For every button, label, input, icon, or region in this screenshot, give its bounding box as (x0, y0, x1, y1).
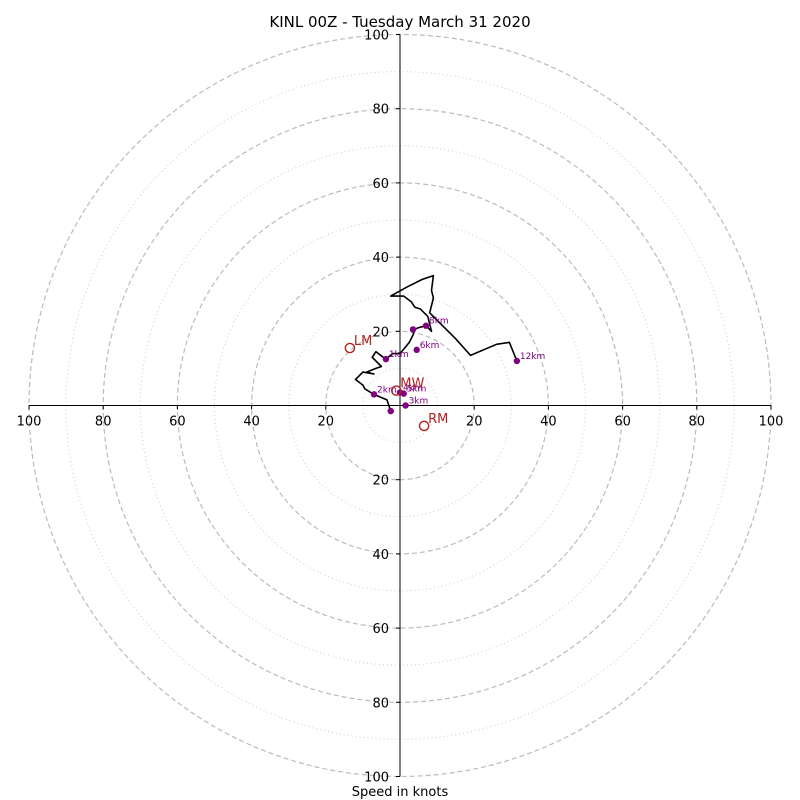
y-tick-label: 100 (364, 771, 389, 786)
height-label: 5km (407, 385, 427, 395)
chart-title: KINL 00Z - Tuesday March 31 2020 (269, 13, 530, 31)
x-tick-label: 100 (759, 415, 784, 430)
storm-motion-label: RM (428, 412, 448, 427)
x-axis-label: Speed in knots (352, 785, 449, 800)
x-tick-label: 80 (95, 415, 112, 430)
height-label: 8km (429, 317, 449, 327)
height-marker (402, 402, 409, 409)
x-tick-label: 100 (17, 415, 42, 430)
x-tick-label: 20 (466, 415, 483, 430)
x-tick-label: 40 (243, 415, 260, 430)
height-marker (513, 357, 521, 365)
y-tick-label: 40 (372, 251, 389, 266)
height-marker (382, 355, 390, 363)
storm-motion-label: LM (354, 334, 372, 349)
storm-motion-marker (390, 385, 402, 396)
storm-motion-marker (418, 420, 430, 432)
height-label: 4km (403, 384, 423, 394)
x-tick-label: 60 (169, 415, 186, 430)
height-label: 12km (520, 352, 545, 362)
height-label: 3km (409, 397, 429, 407)
x-tick-label: 80 (689, 415, 706, 430)
y-tick-label: 80 (372, 696, 389, 711)
y-tick-label: 60 (372, 622, 389, 637)
hodograph-trace (354, 274, 518, 412)
y-tick-label: 80 (372, 103, 389, 118)
height-label: 2km (377, 385, 397, 395)
height-label: 6km (420, 341, 440, 351)
height-label: 1km (389, 350, 409, 360)
height-marker (413, 346, 420, 354)
x-tick-label: 20 (318, 415, 335, 430)
y-tick-label: 20 (372, 325, 389, 340)
y-tick-label: 40 (372, 548, 389, 563)
y-tick-label: 100 (364, 29, 389, 44)
storm-motion-label: MW (400, 377, 424, 392)
y-tick-label: 20 (372, 474, 389, 489)
x-tick-label: 40 (540, 415, 557, 430)
height-marker (387, 407, 394, 415)
height-marker (422, 322, 430, 329)
height-marker (400, 390, 407, 397)
y-tick-label: 60 (372, 177, 389, 192)
height-marker (370, 391, 378, 398)
height-marker (409, 326, 417, 333)
storm-motion-marker (344, 342, 356, 354)
x-tick-label: 60 (614, 415, 631, 430)
